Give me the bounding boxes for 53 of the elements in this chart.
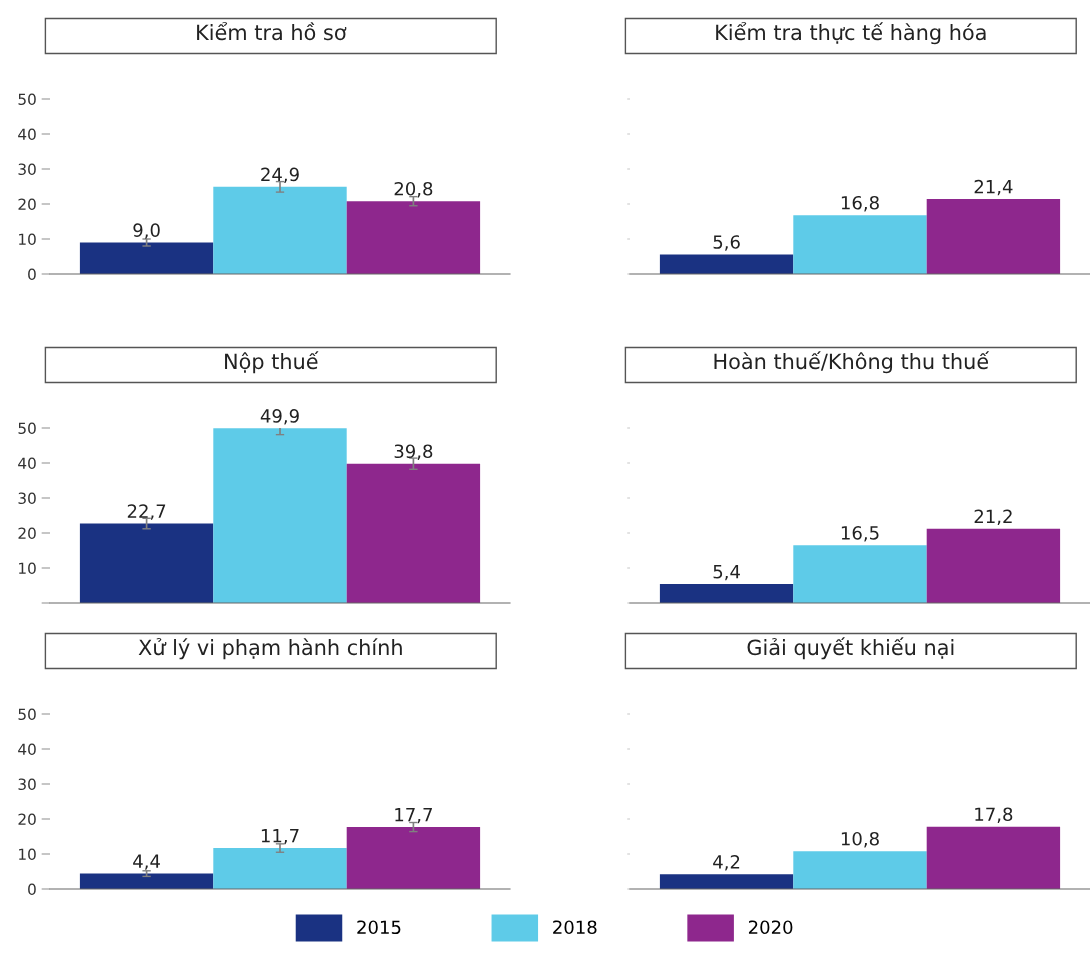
bar <box>79 523 214 603</box>
y-tick-label: 0 <box>28 883 36 896</box>
chart-title: Xử lý vi phạm hành chính <box>138 638 402 660</box>
bar <box>346 463 481 603</box>
data-label: 49,9 <box>260 409 299 425</box>
legend-label: 2018 <box>553 920 597 935</box>
data-label: 10,8 <box>841 831 879 848</box>
data-label: 4,2 <box>713 855 740 871</box>
y-tick-label: 30 <box>18 163 36 176</box>
data-label: 16,5 <box>841 525 879 542</box>
data-label: 24,9 <box>261 167 299 184</box>
data-label: 22,7 <box>127 504 166 520</box>
y-tick-label: 10 <box>19 562 36 575</box>
data-label: 5,6 <box>713 235 740 251</box>
data-label: 5,4 <box>713 565 740 581</box>
data-label: 16,8 <box>841 195 879 212</box>
bar <box>346 201 481 274</box>
bar <box>79 242 214 274</box>
legend-label: 2020 <box>748 920 793 935</box>
chart-title: Nộp thuế <box>225 351 319 374</box>
bar <box>213 848 347 889</box>
data-label: 17,8 <box>975 807 1013 823</box>
y-tick-label: 40 <box>18 743 36 756</box>
y-tick-label: 30 <box>18 492 36 505</box>
y-tick-label: 50 <box>18 93 36 106</box>
data-label: 21,4 <box>974 179 1013 196</box>
chart-title: Giải quyết khiếu nại <box>747 637 954 660</box>
y-tick-label: 30 <box>18 778 36 791</box>
legend-label: 2015 <box>357 920 401 935</box>
bar <box>213 428 347 603</box>
data-label: 39,8 <box>394 444 433 460</box>
bar <box>346 827 481 889</box>
y-tick-label: 40 <box>18 457 36 470</box>
data-label: 11,7 <box>261 829 299 845</box>
y-tick-label: 50 <box>18 708 36 721</box>
data-label: 17,7 <box>395 808 432 824</box>
data-label: 9,0 <box>133 223 160 239</box>
y-tick-label: 20 <box>18 813 36 826</box>
bar <box>213 186 347 274</box>
data-label: 20,8 <box>394 181 433 198</box>
data-label: 4,4 <box>133 854 160 870</box>
data-label: 21,2 <box>974 509 1012 526</box>
y-tick-label: 20 <box>18 198 36 211</box>
bar <box>79 873 214 889</box>
y-tick-label: 10 <box>19 848 36 861</box>
chart-title: Kiểm tra hồ sơ <box>197 22 347 41</box>
y-tick-label: 0 <box>28 268 36 281</box>
y-tick-label: 10 <box>19 233 36 246</box>
chart-title: Kiểm tra thực tế hàng hóa <box>716 22 986 45</box>
y-tick-label: 20 <box>18 527 36 540</box>
y-tick-label: 40 <box>18 128 36 141</box>
y-tick-label: 50 <box>18 422 36 435</box>
chart-title: Hoàn thuế/Không thu thuế <box>714 351 990 374</box>
